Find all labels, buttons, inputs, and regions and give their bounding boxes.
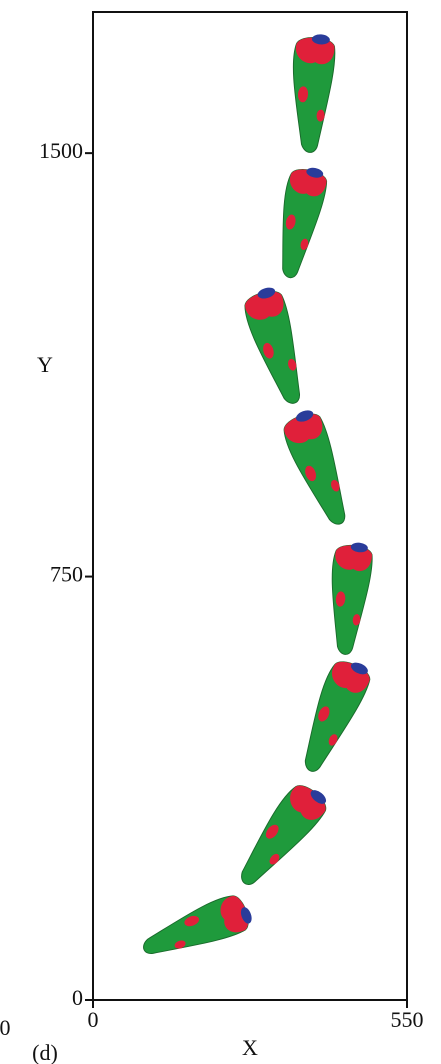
cell (239, 283, 313, 410)
cell (289, 652, 376, 779)
cell (226, 776, 334, 896)
y-tick-label: 750 (50, 562, 83, 587)
cells (136, 32, 376, 967)
cell (323, 539, 375, 657)
neighbor-tick: 0 (0, 1015, 11, 1040)
y-tick-label: 1500 (39, 138, 83, 163)
plot-frame (92, 11, 408, 1001)
cell (136, 890, 257, 967)
x-tick-label: 550 (391, 1007, 424, 1032)
panel-label: (d) (32, 1040, 58, 1064)
cell (286, 32, 337, 155)
y-axis-label: Y (37, 352, 53, 377)
cell (278, 405, 359, 532)
x-axis-label: X (242, 1035, 258, 1060)
cell (267, 162, 331, 282)
y-tick-label: 0 (72, 985, 83, 1010)
x-tick-label: 0 (88, 1007, 99, 1032)
